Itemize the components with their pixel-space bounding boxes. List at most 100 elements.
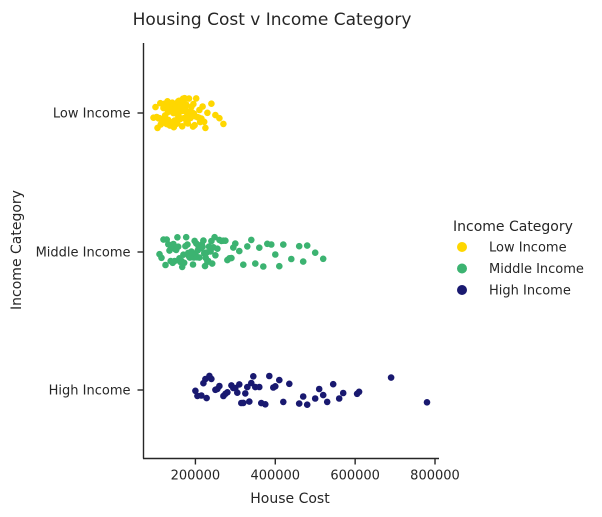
x-tick-label: 400000: [250, 469, 300, 484]
point-middle-income: [236, 247, 243, 255]
point-middle-income: [319, 255, 327, 263]
point-middle-income: [268, 241, 275, 248]
legend-marker: [457, 285, 467, 295]
point-high-income: [286, 380, 293, 388]
point-middle-income: [171, 257, 178, 265]
point-low-income: [191, 121, 198, 129]
point-high-income: [242, 390, 249, 397]
y-tick-label: Middle Income: [36, 246, 131, 261]
x-ticks: 200000 400000 600000 800000: [171, 458, 460, 484]
point-middle-income: [280, 241, 287, 248]
legend-entry: Low Income: [489, 241, 567, 256]
point-high-income: [266, 372, 273, 380]
point-high-income: [423, 399, 431, 406]
point-low-income: [182, 101, 190, 108]
point-high-income: [276, 376, 283, 384]
point-high-income: [280, 398, 287, 406]
x-tick-label: 600000: [330, 469, 380, 484]
point-low-income: [216, 114, 223, 122]
point-middle-income: [158, 254, 165, 262]
point-high-income: [236, 381, 243, 388]
point-middle-income: [240, 261, 247, 269]
y-tick-label: Low Income: [53, 107, 131, 122]
point-middle-income: [170, 240, 177, 248]
x-axis-label: House Cost: [250, 491, 330, 507]
point-middle-income: [222, 237, 229, 244]
point-high-income: [203, 394, 210, 402]
point-middle-income: [211, 233, 218, 241]
legend-entry: Middle Income: [489, 262, 584, 277]
x-tick-label: 800000: [410, 469, 460, 484]
point-high-income: [250, 373, 257, 380]
chart-title: Housing Cost v Income Category: [133, 10, 412, 30]
point-middle-income: [252, 260, 259, 267]
point-middle-income: [162, 261, 169, 269]
point-middle-income: [199, 243, 206, 251]
point-high-income: [234, 389, 241, 397]
point-middle-income: [288, 255, 295, 263]
point-middle-income: [232, 240, 239, 247]
point-low-income: [190, 100, 197, 108]
point-middle-income: [200, 237, 207, 244]
point-middle-income: [196, 254, 203, 261]
point-high-income: [216, 382, 223, 390]
point-low-income: [199, 103, 206, 110]
point-high-income: [311, 395, 319, 402]
point-middle-income: [182, 233, 190, 241]
point-high-income: [248, 379, 255, 387]
point-low-income: [204, 109, 211, 117]
point-high-income: [329, 380, 337, 388]
x-tick-label: 200000: [171, 469, 221, 484]
y-axis-label: Income Category: [9, 190, 25, 310]
point-middle-income: [212, 252, 219, 259]
y-ticks: Low Income Middle Income High Income: [36, 107, 144, 399]
point-middle-income: [184, 241, 191, 248]
point-low-income: [178, 123, 186, 130]
point-high-income: [323, 398, 331, 406]
point-middle-income: [272, 251, 279, 258]
point-high-income: [295, 400, 303, 407]
point-middle-income: [208, 260, 216, 267]
point-middle-income: [311, 249, 319, 256]
point-middle-income: [174, 243, 182, 250]
point-middle-income: [260, 263, 267, 270]
point-high-income: [355, 388, 363, 396]
point-low-income: [202, 124, 209, 132]
point-high-income: [198, 392, 205, 399]
point-high-income: [339, 389, 347, 397]
point-middle-income: [276, 262, 283, 270]
legend: Income Category Low Income Middle Income H…: [453, 219, 584, 299]
point-middle-income: [214, 245, 221, 252]
point-high-income: [240, 399, 247, 407]
point-high-income: [244, 383, 251, 391]
point-middle-income: [303, 242, 311, 249]
legend-title: Income Category: [453, 219, 573, 235]
y-tick-label: High Income: [49, 384, 131, 399]
point-low-income: [192, 95, 200, 102]
point-middle-income: [299, 258, 307, 265]
point-high-income: [335, 395, 343, 402]
point-high-income: [299, 393, 307, 400]
point-low-income: [200, 118, 208, 126]
point-middle-income: [244, 243, 251, 250]
point-high-income: [255, 383, 263, 391]
point-middle-income: [228, 254, 235, 262]
point-middle-income: [255, 244, 263, 251]
point-high-income: [387, 374, 395, 381]
point-high-income: [272, 383, 279, 390]
point-high-income: [246, 398, 253, 405]
point-middle-income: [189, 261, 197, 268]
point-high-income: [224, 389, 231, 396]
point-low-income: [220, 120, 227, 128]
point-middle-income: [174, 234, 181, 241]
point-high-income: [192, 387, 199, 395]
legend-marker: [457, 263, 467, 274]
point-middle-income: [295, 242, 303, 250]
legend-marker: [457, 242, 467, 252]
point-low-income: [152, 103, 159, 111]
point-high-income: [208, 375, 215, 383]
data-points: [150, 94, 431, 409]
legend-entry: High Income: [489, 284, 571, 299]
point-high-income: [315, 385, 323, 393]
